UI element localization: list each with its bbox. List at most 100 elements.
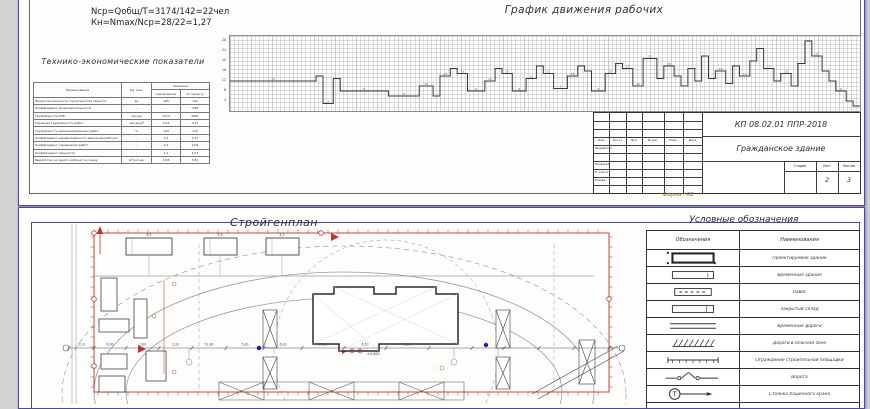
sheet-siteplan: Стройгенплан Условные обозначения Обозна… [18, 207, 865, 409]
tep-cell-proj: 1,07 [181, 149, 210, 156]
legend-row: ОЗОпасная зона [647, 402, 859, 409]
hazard-symbol-icon [647, 335, 740, 351]
tep-cell-name: Трудоёмкость СМР [34, 112, 122, 119]
chart-ytick: 20 [222, 58, 226, 62]
stamp-col-podp: Подп. [664, 138, 683, 142]
legend-header: Обозначения Наименования [647, 231, 859, 250]
tep-cell-proj: 2,09 [181, 142, 210, 149]
tep-cell-norm: 1,1 [152, 149, 181, 156]
legend-row: Проектируемое здание [647, 250, 859, 266]
formula-average-crew: Nср=Qобщ/Т=3174/142=22чел [91, 7, 229, 18]
access-ramp [532, 346, 624, 399]
axis-markers [186, 348, 457, 365]
legend-row: Т Стоянка башенного крана [647, 385, 859, 402]
plan-dimension-label: 5,00 [241, 343, 248, 347]
page: { "colors":{"sheet_border":"#4a4aa0","fe… [0, 0, 870, 400]
tep-cell-name: Коэффициент совмещения работ [34, 142, 122, 149]
tep-cell-name: Трудоёмкость механизированных работ [34, 127, 122, 134]
tep-row: Коэффициент продолжительности––0,86 [34, 105, 210, 112]
svg-text:10: 10 [636, 82, 640, 86]
temp-buildings-top [126, 238, 299, 255]
stamp-sheets-total: 3 [838, 171, 860, 191]
tep-cell-proj: 142 [181, 97, 210, 104]
stamp-row-developed: Разработал [595, 146, 641, 150]
legend-row: Закрытый склад [647, 300, 859, 317]
tep-cell-name: Коэффициент неравномерности движения раб… [34, 134, 122, 141]
svg-text:15: 15 [460, 69, 464, 73]
tep-cell-name: Удельная трудоёмкость работ [34, 119, 122, 126]
plan-dimension-label: 21,0 [78, 343, 85, 347]
tep-table: Наименование Ед. изм. Значение нормативн… [33, 82, 210, 164]
formula-unevenness-coeff: Кн=Nmax/Nср=28/22=1,27 [91, 18, 229, 29]
tep-cell-norm: 0,33 [152, 119, 181, 126]
tep-col-value: Значение [152, 83, 210, 90]
temp-building-dim-label: 4,2 [279, 233, 284, 237]
svg-text:8: 8 [518, 87, 520, 91]
plan-dimension-label: 6,30 [106, 343, 113, 347]
legend-row: Дороги в опасной зоне [647, 334, 859, 351]
svg-text:9: 9 [560, 84, 562, 88]
stamp-sheet-label: Лист [816, 164, 838, 168]
legend-item-label: Ворота [740, 375, 859, 380]
svg-text:16: 16 [719, 67, 723, 71]
svg-text:14: 14 [571, 72, 575, 76]
temp-building-dim-label: 5,9 [217, 233, 222, 237]
tep-cell-unit: – [122, 134, 152, 141]
legend-item-label: Навес [740, 290, 859, 295]
svg-text:12: 12 [488, 77, 492, 81]
tep-cell-name: Выработка на одного рабочего в смену [34, 156, 122, 163]
stamp-col-izm: Изм. [594, 138, 609, 142]
tep-cell-proj: 110 [181, 127, 210, 134]
tep-cell-unit: чел-дн [122, 112, 152, 119]
tep-col-name: Наименование [34, 83, 122, 98]
tep-col-unit: Ед. изм. [122, 83, 152, 98]
svg-text:15: 15 [546, 69, 550, 73]
svg-text:Т: Т [672, 391, 678, 399]
legend-item-label: Временные дороги [740, 324, 859, 329]
chart-ytick: 28 [222, 38, 226, 42]
title-block: Изм. Кол.уч Лист № док. Подп. Дата Разра… [593, 112, 861, 194]
chart-step-line: 1238610141581215813159148151710211816141… [230, 36, 860, 111]
tep-cell-norm: 3174 [152, 112, 181, 119]
svg-text:10: 10 [424, 82, 428, 86]
store-symbol-icon [647, 301, 740, 317]
legend-item-label: Дороги в опасной зоне [740, 341, 859, 346]
svg-text:18: 18 [667, 62, 671, 66]
legend-col-name: Наименования [740, 237, 859, 243]
tep-cell-norm: 100 [152, 127, 181, 134]
svg-text:21: 21 [648, 54, 652, 58]
stamp-row-checked: Проверил [595, 162, 641, 166]
format-note: Формат А2 [623, 192, 733, 198]
plan-dimension-label: 6,20 [279, 343, 286, 347]
legend-item-label: Стоянка башенного крана [740, 392, 859, 397]
tep-table-body: Наименование Ед. изм. Значение нормативн… [34, 83, 210, 164]
tep-cell-unit: % [122, 127, 152, 134]
tep-cell-unit: – [122, 105, 152, 112]
plan-dimension-label: 10,60 [318, 343, 327, 347]
tep-cell-norm: 1,2 [152, 134, 181, 141]
tep-cell-proj: 2861 [181, 112, 210, 119]
legend-item-label: Ограждение строительной площадки [740, 358, 859, 363]
svg-text:17: 17 [626, 64, 630, 68]
legend-table: Обозначения Наименования Проектируемое з… [646, 230, 860, 409]
tep-cell-name: Коэффициент сменности [34, 149, 122, 156]
projected-building [313, 287, 458, 351]
stamp-doc-code: КП 08.02.01 ППР-2018 [702, 113, 860, 136]
plan-dimension-label: 51,80 [204, 343, 213, 347]
tep-cell-norm: 165 [152, 97, 181, 104]
oz-symbol-icon: ОЗ [647, 403, 740, 409]
svg-text:15: 15 [608, 69, 612, 73]
svg-text:6: 6 [403, 92, 405, 96]
legend-col-symbol: Обозначения [647, 231, 740, 249]
stamp-sheets-label: Листов [838, 164, 860, 168]
bench-mark-blue [484, 343, 488, 347]
tep-table-title: Технико-экономические показатели [35, 57, 211, 66]
